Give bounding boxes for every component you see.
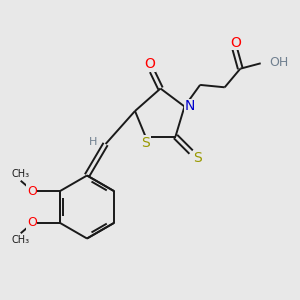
Text: CH₃: CH₃ bbox=[12, 169, 30, 179]
Text: N: N bbox=[185, 100, 195, 113]
Text: H: H bbox=[89, 136, 97, 147]
Text: OH: OH bbox=[269, 56, 288, 69]
Text: S: S bbox=[141, 136, 150, 150]
Text: O: O bbox=[27, 216, 37, 229]
Text: O: O bbox=[230, 36, 241, 50]
Text: S: S bbox=[193, 151, 202, 164]
Text: CH₃: CH₃ bbox=[12, 235, 30, 245]
Text: O: O bbox=[144, 58, 155, 71]
Text: O: O bbox=[27, 185, 37, 198]
